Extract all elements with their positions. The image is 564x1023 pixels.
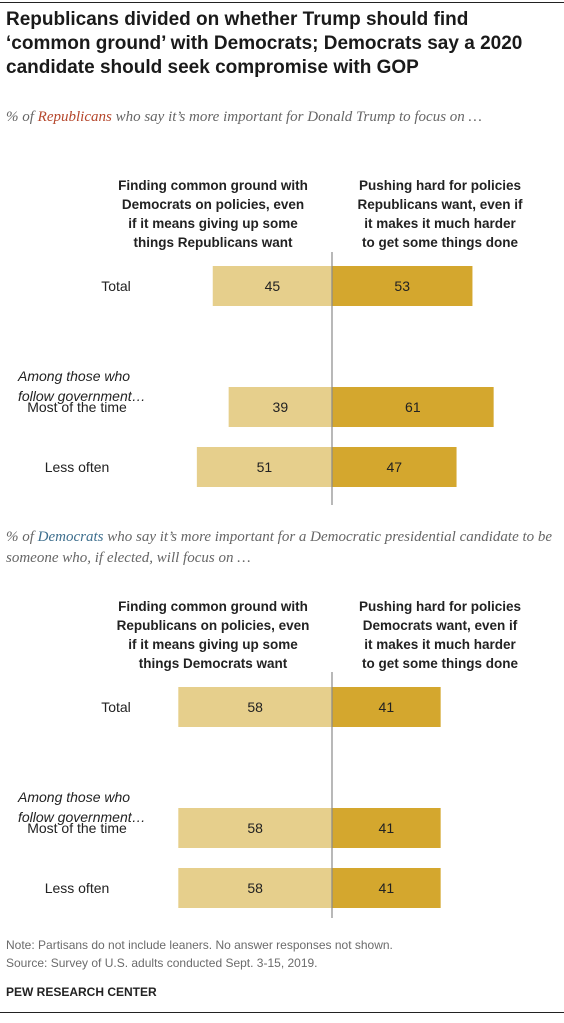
data-label: 45 bbox=[265, 278, 281, 294]
left-column-header: Democrats on policies, even bbox=[122, 197, 304, 212]
top-rule bbox=[0, 2, 564, 3]
category-label: Total bbox=[101, 278, 131, 294]
bar-common-ground bbox=[228, 387, 332, 427]
bar-push-hard bbox=[332, 387, 494, 427]
left-column-header: things Republicans want bbox=[133, 235, 293, 250]
data-label: 41 bbox=[379, 699, 395, 715]
bottom-rule bbox=[0, 1012, 564, 1013]
subtitle-party-republicans: Republicans bbox=[37, 109, 112, 125]
group-label: Among those who bbox=[17, 789, 130, 805]
category-label: Total bbox=[101, 699, 131, 715]
data-label: 51 bbox=[257, 459, 273, 475]
data-label: 58 bbox=[247, 699, 263, 715]
data-label: 53 bbox=[394, 278, 410, 294]
data-label: 61 bbox=[405, 399, 421, 415]
bar-push-hard bbox=[332, 447, 457, 487]
right-column-header: it makes it much harder bbox=[364, 637, 516, 652]
right-column-header: Pushing hard for policies bbox=[359, 178, 521, 193]
footnote: Note: Partisans do not include leaners. … bbox=[6, 936, 558, 972]
bar-common-ground bbox=[196, 447, 332, 487]
data-label: 39 bbox=[273, 399, 289, 415]
category-label: Less often bbox=[45, 459, 110, 475]
left-column-header: Republicans on policies, even bbox=[117, 618, 310, 633]
subtitle-post: who say it’s more important for a Democr… bbox=[6, 529, 553, 566]
right-column-header: Pushing hard for policies bbox=[359, 599, 521, 614]
bar-push-hard bbox=[332, 266, 473, 306]
right-column-header: to get some things done bbox=[362, 235, 518, 250]
right-column-header: to get some things done bbox=[362, 656, 518, 671]
bar-common-ground bbox=[212, 266, 332, 306]
group-label: follow government… bbox=[18, 388, 146, 404]
bar-push-hard bbox=[332, 808, 441, 848]
data-label: 58 bbox=[247, 880, 263, 896]
bar-common-ground bbox=[178, 868, 332, 908]
right-column-header: Democrats want, even if bbox=[363, 618, 518, 633]
source-text: Source: Survey of U.S. adults conducted … bbox=[6, 956, 318, 970]
data-label: 58 bbox=[247, 820, 263, 836]
data-label: 41 bbox=[379, 820, 395, 836]
data-label: 47 bbox=[386, 459, 402, 475]
data-label: 41 bbox=[379, 880, 395, 896]
chart-title: Republicans divided on whether Trump sho… bbox=[6, 9, 523, 78]
group-label: Among those who bbox=[17, 368, 130, 384]
subtitle-republicans: % of Republicans who say it’s more impor… bbox=[6, 107, 558, 128]
left-column-header: Finding common ground with bbox=[118, 599, 308, 614]
brand-label: PEW RESEARCH CENTER bbox=[6, 985, 157, 999]
category-label: Less often bbox=[45, 880, 110, 896]
left-column-header: if it means giving up some bbox=[128, 216, 298, 231]
note-text: Note: Partisans do not include leaners. … bbox=[6, 938, 393, 952]
left-column-header: if it means giving up some bbox=[128, 637, 298, 652]
left-column-header: Finding common ground with bbox=[118, 178, 308, 193]
bar-push-hard bbox=[332, 687, 441, 727]
subtitle-post: who say it’s more important for Donald T… bbox=[111, 109, 482, 125]
group-label: follow government… bbox=[18, 809, 146, 825]
bar-common-ground bbox=[178, 808, 332, 848]
bar-common-ground bbox=[178, 687, 332, 727]
category-label: Most of the time bbox=[27, 399, 127, 415]
bar-push-hard bbox=[332, 868, 441, 908]
left-column-header: things Democrats want bbox=[139, 656, 288, 671]
category-label: Most of the time bbox=[27, 820, 127, 836]
subtitle-democrats: % of Democrats who say it’s more importa… bbox=[6, 527, 558, 569]
right-column-header: it makes it much harder bbox=[364, 216, 516, 231]
subtitle-pre: % of bbox=[6, 109, 38, 125]
subtitle-pre: % of bbox=[6, 529, 38, 545]
right-column-header: Republicans want, even if bbox=[357, 197, 523, 212]
subtitle-party-democrats: Democrats bbox=[37, 529, 104, 545]
